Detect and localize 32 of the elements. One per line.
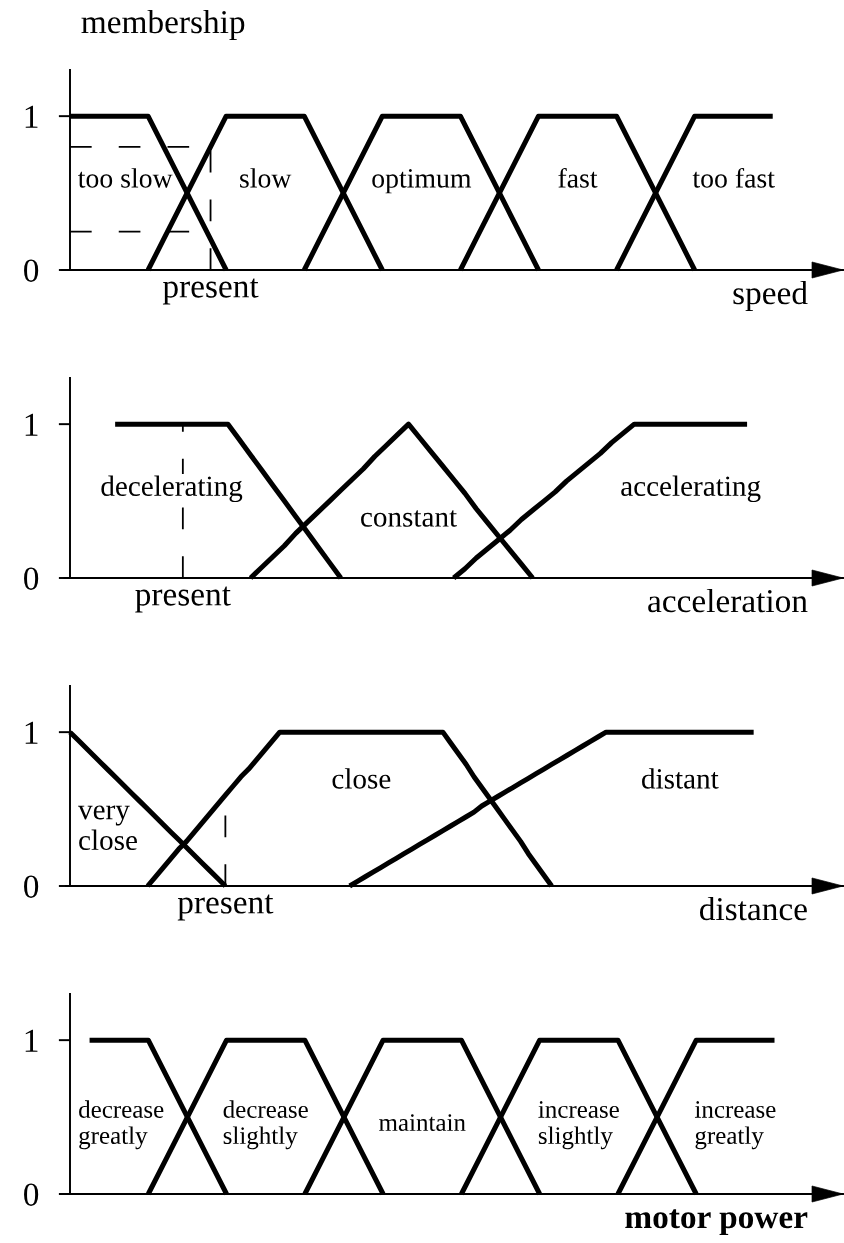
series-label: very close (78, 805, 137, 851)
series-label: distant (642, 768, 719, 789)
series-label: decrease slightly (223, 1100, 308, 1150)
y-tick-label: 0 (24, 259, 39, 282)
series-label: maintain (379, 1114, 466, 1132)
x-tick-label: present (177, 894, 274, 921)
y-tick-label: 1 (25, 413, 38, 436)
y-tick-label: 0 (24, 567, 39, 590)
y-tick-label: 1 (25, 1029, 38, 1052)
y-tick-label: 1 (25, 721, 38, 744)
x-tick-label: present (162, 278, 259, 305)
x-axis-title: acceleration (648, 588, 808, 613)
series-label: decelerating (101, 475, 243, 503)
y-tick-label: 0 (24, 1183, 39, 1206)
series-label: increase slightly (538, 1101, 619, 1150)
x-axis-title: motor power (625, 1209, 808, 1236)
series-label: constant (361, 510, 457, 527)
series-label: too slow (78, 168, 173, 188)
series-label: optimum (372, 169, 472, 194)
series-label: too fast (692, 167, 775, 188)
y-tick-label: 1 (25, 105, 38, 128)
series-label: close (332, 768, 391, 789)
x-axis-title: distance (699, 896, 807, 921)
series-label: fast (558, 167, 598, 188)
x-axis-title: speed (733, 280, 808, 312)
y-tick-label: 0 (24, 875, 39, 898)
series-label: increase greatly (694, 1101, 776, 1150)
series-label: slow (240, 168, 292, 188)
series-label: decrease greatly (79, 1100, 164, 1150)
y-axis-title: membership (81, 9, 245, 41)
series-label: accelerating (621, 475, 761, 503)
x-tick-label: present (135, 586, 231, 613)
